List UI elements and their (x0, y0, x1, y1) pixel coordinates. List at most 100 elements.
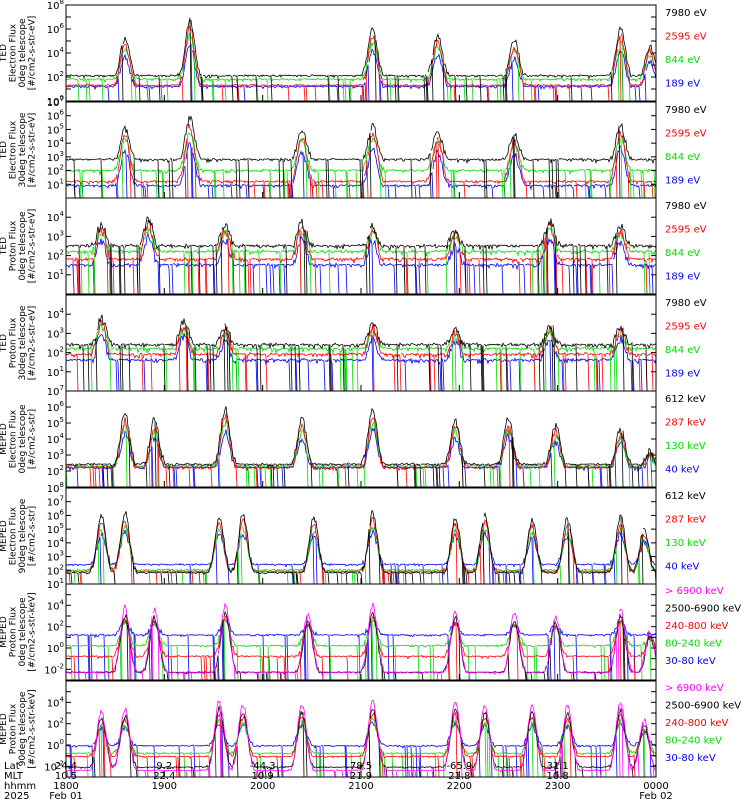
y-tick-label: 106 (47, 22, 65, 36)
footer-lat-value: 24.4 (55, 761, 77, 772)
y-tick-label: 108 (47, 0, 64, 12)
legend-item: 240-800 keV (665, 718, 729, 729)
legend-item: 287 keV (665, 418, 706, 429)
series-line-3 (66, 711, 656, 777)
footer-mlt-value: 10.8 (547, 771, 569, 782)
legend-item: 189 eV (665, 79, 700, 90)
series-line-3 (66, 419, 656, 487)
y-tick-label: 102 (47, 464, 64, 478)
footer-hhmm-value: 0000 (643, 781, 668, 792)
legend-item: 80-240 keV (665, 736, 722, 747)
y-tick-label: 102 (47, 717, 64, 731)
legend-item: 7980 eV (665, 8, 707, 19)
panel-frame (65, 583, 657, 681)
y-tick-label: 104 (47, 598, 65, 612)
legend-item: > 6900 keV (665, 683, 724, 694)
y-axis-label: MEPEDElectron Flux0deg telescope[#/cm2-s… (0, 404, 38, 474)
y-axis-label: MEPEDProton Flux0deg telescope[#/cm2-s-s… (0, 592, 38, 671)
panel-5: 102 103 104 105 106 107 MEPEDElectron Flux0deg… (0, 384, 706, 488)
footer-mlt-value: 22.4 (153, 771, 175, 782)
y-tick-label: 102 (47, 563, 64, 577)
footer-date-value: Feb 02 (639, 791, 673, 800)
legend-item: 844 eV (665, 152, 700, 163)
legend-item: 2595 eV (665, 32, 707, 43)
y-tick-label: 104 (47, 210, 65, 224)
panel-4: 101 102 103 104 TEDProton Flux30deg telescop… (0, 294, 707, 392)
footer-lat-value: 78.5 (350, 761, 372, 772)
series-line-4 (66, 528, 656, 584)
y-tick-label: 104 (47, 136, 65, 150)
y-tick-label: 100 (47, 738, 64, 752)
trace-group (66, 216, 656, 294)
footer-lat-value: 31.1 (547, 761, 569, 772)
footer-mlt-value: 21.9 (350, 771, 372, 782)
legend-item: 30-80 keV (665, 753, 716, 764)
footer-row-title: Lat (4, 761, 20, 772)
y-tick-label: 105 (47, 416, 64, 430)
series-line-4 (66, 333, 656, 391)
legend-item: 189 eV (665, 272, 700, 283)
footer-hhmm-value: 1900 (152, 781, 177, 792)
y-tick-label: 105 (47, 122, 64, 136)
footer-mlt-value: 10.5 (55, 771, 77, 782)
y-axis-label: MEPEDElectron Flux90deg telescope[#/cm2-… (0, 498, 38, 573)
legend-item: 2500-6900 keV (665, 701, 741, 712)
y-tick-label: 104 (47, 432, 65, 446)
legend-item: 130 keV (665, 441, 706, 452)
y-tick-label: 104 (47, 46, 65, 60)
series-line-3 (66, 614, 656, 680)
y-tick-label: 104 (47, 695, 65, 709)
y-tick-label: 103 (47, 448, 64, 462)
y-axis-label: TEDProton Flux0deg telescope[#/cm2-s-str… (0, 209, 38, 284)
series-line-3 (66, 31, 656, 101)
legend-item: 844 eV (665, 345, 700, 356)
footer-lat-value: 9.2 (156, 761, 172, 772)
footer-row-title: hhmm (4, 781, 36, 792)
trace-group (66, 406, 656, 487)
footer-date-value: Feb 01 (49, 791, 83, 800)
y-tick-label: 102 (47, 346, 64, 360)
y-axis-label: TEDProton Flux30deg telescope[#/cm2-s-st… (0, 305, 38, 380)
series-line-1 (66, 509, 656, 584)
footer-hhmm-value: 2000 (250, 781, 275, 792)
y-tick-label: 105 (47, 522, 64, 536)
footer-lat-value: -65.9 (446, 761, 472, 772)
series-line-1 (66, 216, 656, 294)
series-line-3 (66, 132, 656, 198)
y-tick-label: 104 (47, 307, 65, 321)
footer-row-title: 2025 (4, 791, 29, 800)
legend-item: 240-800 keV (665, 621, 729, 632)
series-line-1 (66, 115, 656, 198)
legend-item: 2595 eV (665, 225, 707, 236)
legend-item: 844 eV (665, 55, 700, 66)
series-line-3 (66, 324, 656, 391)
legend-item: 30-80 keV (665, 656, 716, 667)
y-axis-label: TEDElectron Flux0deg telescope[#/cm2-s-s… (0, 16, 38, 91)
y-tick-label: 103 (47, 326, 64, 340)
footer-mlt-value: 10.9 (252, 771, 274, 782)
footer-row-title: MLT (4, 771, 24, 782)
series-line-1 (66, 699, 656, 777)
y-tick-label: 107 (47, 95, 64, 109)
legend-item: 80-240 keV (665, 639, 722, 650)
y-tick-label: 100 (47, 641, 64, 655)
legend-item: 844 eV (665, 248, 700, 259)
legend-item: 130 keV (665, 538, 706, 549)
y-axis-label: MEPEDProton Flux90deg telescope[#/cm2-s-… (0, 689, 38, 768)
series-line-2 (66, 413, 656, 487)
y-tick-label: 108 (47, 481, 64, 495)
series-line-1 (66, 314, 656, 391)
trace-group (66, 115, 656, 198)
y-tick-label: 103 (47, 229, 64, 243)
series-line-2 (66, 706, 656, 777)
trace-group (66, 509, 656, 584)
y-axis-label: TEDElectron Flux30deg telescope[#/cm2-s-… (0, 112, 38, 187)
y-tick-label: 102 (47, 70, 64, 84)
y-tick-label: 106 (47, 400, 65, 414)
footer-lat-value: -44.3 (250, 761, 276, 772)
legend-item: 2595 eV (665, 129, 707, 140)
legend-item: > 6900 keV (665, 586, 724, 597)
